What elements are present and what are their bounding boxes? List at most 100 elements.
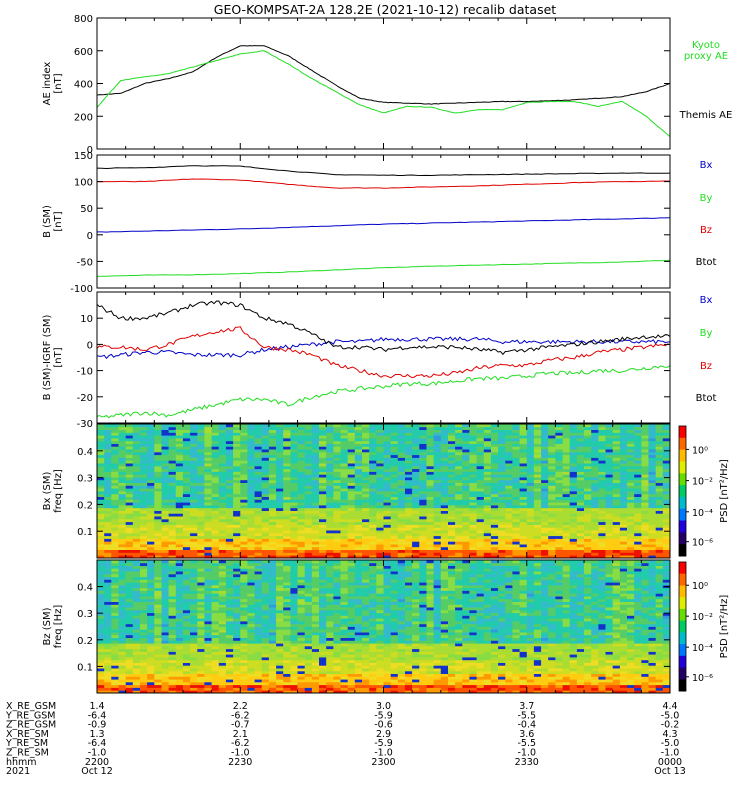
spectrogram-cell [182,629,191,633]
spectrogram-cell [419,482,427,486]
spectrogram-cell [548,505,556,509]
spectrogram-cell [197,535,205,539]
spectrogram-cell [197,634,205,638]
spectrogram-cell [519,518,528,523]
spectrogram-cell [268,440,277,444]
spectrogram-cell [218,596,227,600]
spectrogram-cell [605,474,614,478]
spectrogram-cell [512,438,520,442]
spectrogram-cell [605,485,614,489]
spectrogram-cell [562,510,571,514]
spectrogram-cell [576,544,585,548]
spectrogram-cell [390,471,399,475]
spectrogram-cell [261,507,270,511]
spectrogram-cell [218,676,227,680]
spectrogram-cell [347,474,356,478]
spectrogram-cell [111,654,119,658]
spectrogram-cell [168,426,177,430]
spectrogram-cell [505,505,513,509]
spectrogram-cell [591,505,599,509]
spectrogram-cell [347,432,356,436]
spectrogram-cell [319,516,327,520]
spectrogram-cell [225,460,234,464]
spectrogram-cell [161,573,170,578]
spectrogram-cell [276,482,284,486]
spectrogram-cell [505,524,513,528]
spectrogram-cell [662,518,671,523]
spectrogram-cell [97,684,105,688]
spectrogram-cell [612,485,621,489]
spectrogram-cell [154,485,162,489]
spectrogram-cell [376,446,384,450]
spectrogram-cell [147,654,155,658]
colorbar-segment [679,473,686,486]
spectrogram-cell [175,482,184,486]
spectrogram-cell [405,488,413,492]
spectrogram-cell [354,438,363,442]
spectrogram-cell [584,454,592,458]
spectrogram-cell [118,488,127,492]
spectrogram-cell [405,435,413,439]
spectrogram-cell [419,546,427,550]
spectrogram-cell [161,632,170,636]
spectrogram-cell [190,438,198,442]
colorbar-segment [679,449,686,462]
spectrogram-cell [319,496,327,500]
spectrogram-cell [326,493,334,497]
spectrogram-cell [225,443,234,447]
spectrogram-cell [469,524,477,528]
spectrogram-cell [376,451,384,456]
spectrogram-cell [598,479,606,483]
spectrogram-cell [383,474,392,478]
spectrogram-cell [211,440,220,444]
spectrogram-cell [526,432,535,436]
spectrogram-cell [161,510,170,514]
spectrogram-cell [140,659,148,663]
spectrogram-cell [548,488,556,492]
spectrogram-cell [268,477,277,481]
spectrogram-cell [204,424,212,428]
spectrogram-cell [118,657,127,661]
spectrogram-cell [641,454,649,458]
spectrogram-cell [225,681,234,686]
spectrogram-cell [476,513,485,517]
spectrogram-cell [247,479,255,483]
spectrogram-cell [261,424,270,428]
spectrogram-cell [362,429,370,433]
spectrogram-cell [591,518,599,523]
spectrogram-cell [97,541,105,545]
spectrogram-cell [175,662,184,666]
spectrogram-cell [662,552,671,556]
spectrogram-cell [448,435,456,439]
spectrogram-cell [311,491,320,495]
spectrogram-cell [569,532,578,537]
spectrogram-cell [247,541,255,545]
spectrogram-cell [526,535,535,539]
spectrogram-cell [555,535,563,539]
spectrogram-cell [197,499,205,503]
spectrogram-cell [197,482,205,486]
spectrogram-cell [175,565,184,569]
spectrogram-cell [319,538,327,542]
spectrogram-cell [555,502,563,506]
spectrogram-cell [225,657,234,661]
spectrogram-cell [261,513,270,517]
spectrogram-cell [426,438,435,442]
spectrogram-cell [598,471,606,475]
spectrogram-cell [304,460,313,464]
spectrogram-cell [555,460,563,464]
spectrogram-cell [197,552,205,556]
spectrogram-cell [111,648,119,652]
spectrogram-cell [498,544,506,548]
spectrogram-cell [354,443,363,447]
spectrogram-cell [562,549,571,553]
spectrogram-cell [283,546,291,550]
spectrogram-cell [218,679,227,683]
spectrogram-cell [218,657,227,661]
spectrogram-cell [326,488,334,492]
spectrogram-cell [390,485,399,489]
spectrogram-cell [111,643,119,647]
spectrogram-cell [268,552,277,556]
spectrogram-cell [476,471,485,475]
spectrogram-cell [168,576,177,580]
